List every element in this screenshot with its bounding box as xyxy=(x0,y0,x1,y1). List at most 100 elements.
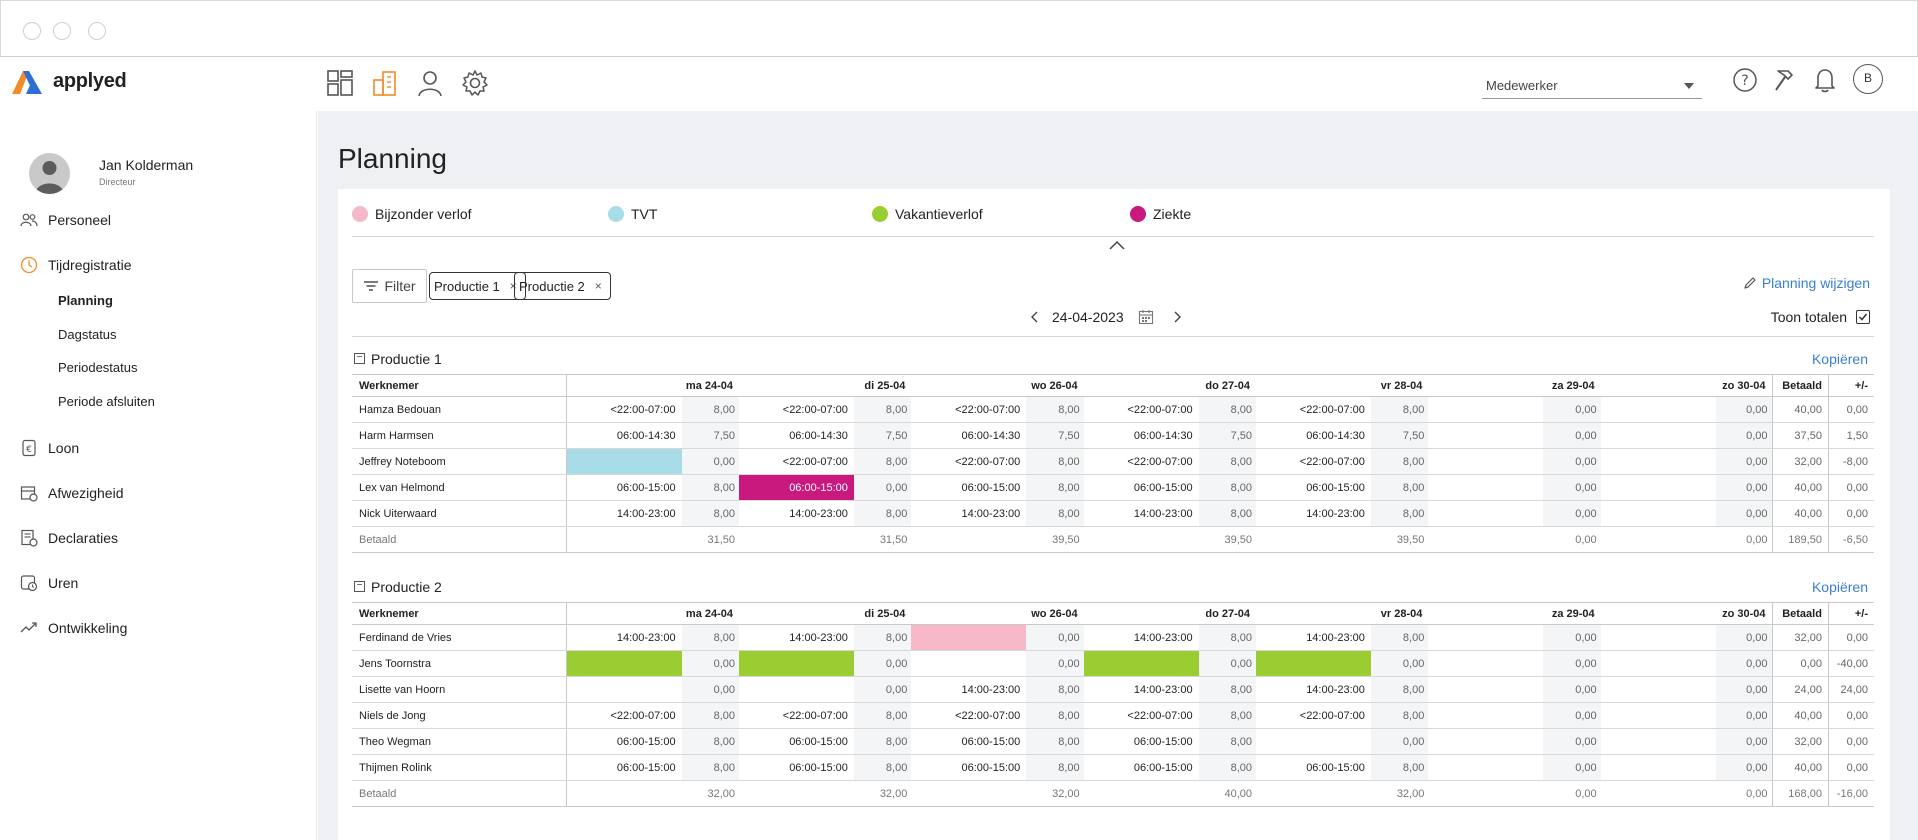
shift-cell[interactable]: 14:00-23:00 xyxy=(911,500,1027,527)
shift-cell[interactable]: <22:00-07:00 xyxy=(739,448,854,475)
shift-cell[interactable]: 06:00-14:30 xyxy=(566,422,682,449)
help-icon[interactable]: ? xyxy=(1730,65,1760,95)
shift-cell[interactable]: 06:00-15:00 xyxy=(1083,728,1199,755)
collapse-toggle-icon[interactable]: − xyxy=(354,353,365,364)
employee-name[interactable]: Harm Harmsen xyxy=(352,422,568,449)
chevron-left-icon[interactable] xyxy=(1028,310,1042,324)
shift-cell[interactable]: <22:00-07:00 xyxy=(1256,448,1371,475)
shift-cell[interactable]: 06:00-15:00 xyxy=(566,754,682,781)
sidebar-item-afwezigheid[interactable]: Afwezigheid xyxy=(20,484,124,502)
shift-cell[interactable]: 14:00-23:00 xyxy=(1083,624,1199,651)
shift-cell[interactable]: 06:00-15:00 xyxy=(566,728,682,755)
window-minimize-dot[interactable] xyxy=(53,22,71,40)
show-totals-checkbox[interactable] xyxy=(1856,310,1870,324)
shift-cell[interactable]: <22:00-07:00 xyxy=(739,396,854,423)
building-icon[interactable] xyxy=(370,68,400,98)
shift-cell[interactable] xyxy=(1600,474,1716,501)
shift-cell[interactable]: 06:00-15:00 xyxy=(1083,754,1199,781)
hammer-icon[interactable] xyxy=(1770,65,1800,95)
shift-cell[interactable]: <22:00-07:00 xyxy=(566,702,682,729)
show-totals-toggle[interactable]: Toon totalen xyxy=(1771,309,1870,325)
shift-cell[interactable]: <22:00-07:00 xyxy=(1083,396,1199,423)
copy-link[interactable]: Kopiëren xyxy=(1811,351,1868,367)
shift-cell[interactable]: <22:00-07:00 xyxy=(739,702,854,729)
shift-cell[interactable] xyxy=(1428,474,1544,501)
shift-cell[interactable]: 14:00-23:00 xyxy=(566,500,682,527)
employee-name[interactable]: Thijmen Rolink xyxy=(352,754,568,781)
sidebar-subitem-dagstatus[interactable]: Dagstatus xyxy=(58,327,117,342)
shift-cell[interactable]: 14:00-23:00 xyxy=(1256,676,1371,703)
sidebar-item-tijdregistratie[interactable]: Tijdregistratie xyxy=(20,256,132,274)
sidebar-item-declaraties[interactable]: Declaraties xyxy=(20,529,118,547)
employee-name[interactable]: Lisette van Hoorn xyxy=(352,676,568,703)
shift-cell[interactable]: 06:00-15:00 xyxy=(911,728,1027,755)
copy-link[interactable]: Kopiëren xyxy=(1811,579,1868,595)
chip-remove-icon[interactable]: × xyxy=(509,279,517,293)
employee-name[interactable]: Niels de Jong xyxy=(352,702,568,729)
collapse-toggle-icon[interactable]: − xyxy=(354,581,365,592)
shift-cell[interactable]: 06:00-14:30 xyxy=(1256,422,1371,449)
shift-cell[interactable]: 06:00-15:00 xyxy=(911,754,1027,781)
shift-cell[interactable]: <22:00-07:00 xyxy=(1083,702,1199,729)
shift-cell[interactable] xyxy=(1428,396,1544,423)
shift-cell[interactable]: 14:00-23:00 xyxy=(566,624,682,651)
shift-cell[interactable]: <22:00-07:00 xyxy=(911,396,1027,423)
user-avatar-button[interactable]: B xyxy=(1853,64,1883,94)
shift-cell[interactable] xyxy=(1600,624,1716,651)
shift-cell[interactable]: 14:00-23:00 xyxy=(1083,676,1199,703)
shift-cell[interactable]: <22:00-07:00 xyxy=(911,448,1027,475)
window-close-dot[interactable] xyxy=(23,22,41,40)
shift-cell[interactable] xyxy=(1600,728,1716,755)
shift-cell[interactable] xyxy=(1600,396,1716,423)
shift-cell[interactable] xyxy=(1428,422,1544,449)
shift-cell[interactable]: 14:00-23:00 xyxy=(1256,624,1371,651)
shift-cell[interactable]: 06:00-15:00 xyxy=(911,474,1027,501)
shift-cell[interactable]: 06:00-15:00 xyxy=(566,474,682,501)
shift-cell[interactable] xyxy=(1428,728,1544,755)
shift-cell[interactable] xyxy=(566,676,682,703)
shift-cell[interactable]: 06:00-15:00 xyxy=(739,728,854,755)
window-maximize-dot[interactable] xyxy=(88,22,106,40)
shift-cell[interactable]: 06:00-14:30 xyxy=(1083,422,1199,449)
shift-cell[interactable]: 14:00-23:00 xyxy=(739,624,854,651)
settings-gear-icon[interactable] xyxy=(460,68,490,98)
shift-cell[interactable] xyxy=(1600,448,1716,475)
shift-cell[interactable] xyxy=(1256,728,1371,755)
shift-cell[interactable]: <22:00-07:00 xyxy=(1256,396,1371,423)
app-logo[interactable]: applyed xyxy=(12,68,127,94)
shift-cell[interactable] xyxy=(1600,650,1716,677)
sidebar-item-loon[interactable]: € Loon xyxy=(20,439,79,457)
chevron-up-icon[interactable] xyxy=(1108,239,1126,251)
shift-cell[interactable] xyxy=(739,650,854,677)
sidebar-item-personeel[interactable]: Personeel xyxy=(20,211,111,229)
sidebar-subitem-planning[interactable]: Planning xyxy=(58,293,113,308)
employee-name[interactable]: Hamza Bedouan xyxy=(352,396,568,423)
shift-cell[interactable]: 06:00-15:00 xyxy=(739,754,854,781)
sidebar-subitem-periodestatus[interactable]: Periodestatus xyxy=(58,360,138,375)
employee-name[interactable]: Nick Uiterwaard xyxy=(352,500,568,527)
shift-cell[interactable] xyxy=(739,676,854,703)
shift-cell[interactable] xyxy=(1428,448,1544,475)
shift-cell[interactable] xyxy=(911,650,1027,677)
filter-button[interactable]: Filter xyxy=(352,269,427,303)
employee-name[interactable]: Ferdinand de Vries xyxy=(352,624,568,651)
shift-cell[interactable] xyxy=(1083,650,1199,677)
shift-cell[interactable] xyxy=(1428,624,1544,651)
shift-cell[interactable]: 06:00-15:00 xyxy=(739,474,854,501)
user-icon[interactable] xyxy=(415,68,445,98)
shift-cell[interactable]: 06:00-14:30 xyxy=(911,422,1027,449)
shift-cell[interactable]: 14:00-23:00 xyxy=(911,676,1027,703)
shift-cell[interactable] xyxy=(1600,702,1716,729)
shift-cell[interactable]: 14:00-23:00 xyxy=(1256,500,1371,527)
sidebar-subitem-periode-afsluiten[interactable]: Periode afsluiten xyxy=(58,394,155,409)
shift-cell[interactable] xyxy=(1428,676,1544,703)
employee-name[interactable]: Jeffrey Noteboom xyxy=(352,448,568,475)
shift-cell[interactable]: 06:00-14:30 xyxy=(739,422,854,449)
shift-cell[interactable] xyxy=(566,650,682,677)
dashboard-icon[interactable] xyxy=(325,68,355,98)
shift-cell[interactable] xyxy=(1600,676,1716,703)
shift-cell[interactable] xyxy=(1600,422,1716,449)
sidebar-item-ontwikkeling[interactable]: Ontwikkeling xyxy=(20,619,127,637)
shift-cell[interactable]: 06:00-15:00 xyxy=(1256,474,1371,501)
calendar-picker-icon[interactable] xyxy=(1138,309,1154,325)
